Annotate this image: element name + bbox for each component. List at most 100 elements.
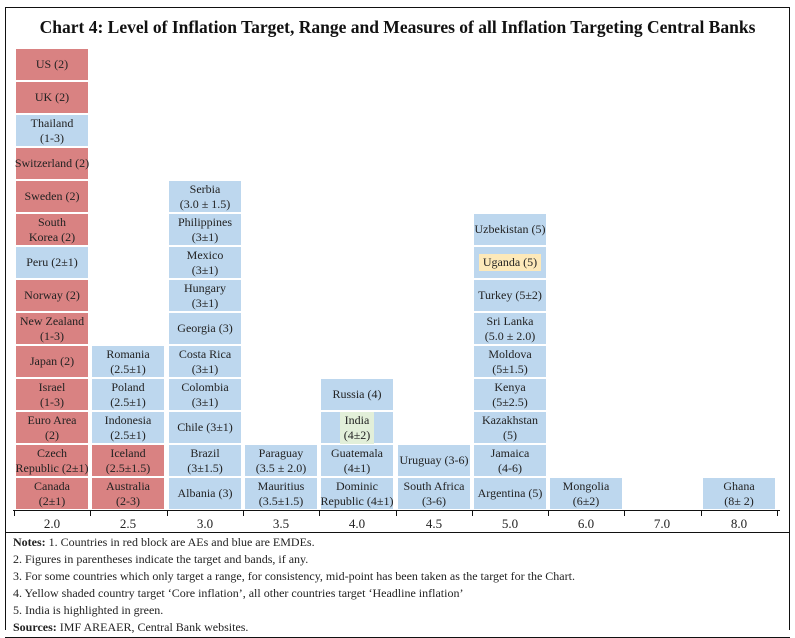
country-block: Guatemala (4±1): [321, 445, 393, 476]
note-2: 2. Figures in parentheses indicate the t…: [13, 552, 309, 566]
country-block: Ghana (8± 2): [703, 478, 775, 509]
chart-title: Chart 4: Level of Inflation Target, Rang…: [39, 17, 756, 37]
country-label: Czech Republic (2±1): [15, 445, 89, 475]
country-block: Chile (3±1): [169, 412, 241, 443]
country-label: Sri Lanka (5.0 ± 2.0): [484, 313, 536, 343]
x-tick-label: 6.0: [577, 516, 595, 531]
country-label: Philippines (3±1): [177, 214, 232, 244]
country-label: Chile (3±1): [177, 420, 233, 434]
note-1: Notes: 1. Countries in red block are AEs…: [13, 535, 315, 549]
country-block: Albania (3): [169, 478, 241, 509]
sources: Sources: IMF AREAER, Central Bank websit…: [13, 620, 249, 634]
x-tick: [624, 510, 625, 516]
country-block: Brazil (3±1.5): [169, 445, 241, 476]
country-block: Turkey (5±2): [474, 280, 546, 311]
country-label: New Zealand (1-3): [19, 313, 85, 343]
notes: Notes: 1. Countries in red block are AEs…: [5, 532, 790, 638]
country-label: Brazil (3±1.5): [187, 445, 223, 475]
country-block: Euro Area (2): [16, 412, 88, 443]
country-block: Uzbekistan (5): [474, 214, 546, 245]
x-tick-label: 7.0: [653, 516, 671, 531]
note-3: 3. For some countries which only target …: [13, 569, 575, 583]
country-block: Kenya (5±2.5): [474, 379, 546, 410]
x-tick: [777, 510, 778, 516]
country-label: Japan (2): [29, 354, 75, 368]
country-label: Iceland (2.5±1.5): [105, 445, 151, 475]
country-block: Switzerland (2): [15, 148, 89, 179]
country-label: Albania (3): [177, 486, 233, 500]
country-block: Sweden (2): [16, 181, 88, 212]
country-label: Uzbekistan (5): [474, 222, 546, 236]
country-block: Paraguay (3.5 ± 2.0): [245, 445, 317, 476]
country-block: Peru (2±1): [16, 247, 88, 278]
country-label: Argentina (5): [477, 486, 543, 500]
x-tick-label: 3.5: [272, 516, 290, 531]
plot-area: Canada (2±1) Czech Republic (2±1) Euro Area(…: [15, 49, 775, 509]
country-block: Russia (4): [321, 379, 393, 410]
country-label: UK (2): [34, 90, 70, 104]
country-label: US (2): [35, 57, 69, 71]
x-tick: [548, 510, 549, 516]
country-label: Norway (2): [24, 288, 80, 302]
country-label: Uganda (5): [478, 254, 542, 271]
country-block: US (2): [16, 49, 88, 80]
country-label: South Africa (3-6): [403, 478, 465, 508]
country-block: Philippines (3±1): [169, 214, 241, 245]
x-tick-label: 5.0: [501, 516, 519, 531]
country-block: Georgia (3): [169, 313, 241, 344]
country-label: Peru (2±1): [26, 255, 78, 269]
country-label: Colombia (3±1): [181, 379, 229, 409]
country-label: Mauritius (3.5±1.5): [257, 478, 305, 508]
country-label: Costa Rica (3±1): [178, 346, 232, 376]
country-label: Mexico (3±1): [186, 247, 224, 277]
country-label: Mongolia (6±2): [562, 478, 610, 508]
country-label: India (4±2): [339, 411, 375, 444]
country-block: Costa Rica (3±1): [169, 346, 241, 377]
country-block: Norway (2): [16, 280, 88, 311]
x-tick: [14, 510, 15, 516]
country-block: Romania (2.5±1): [92, 346, 164, 377]
country-block: Israel (1-3): [16, 379, 88, 410]
country-label: Kenya (5±2.5): [492, 379, 528, 409]
x-tick: [472, 510, 473, 516]
x-tick: [243, 510, 244, 516]
country-block: Uruguay (3-6): [398, 445, 470, 476]
country-block: Sri Lanka (5.0 ± 2.0): [474, 313, 546, 344]
x-tick: [701, 510, 702, 516]
country-label: Moldova (5±1.5): [488, 346, 532, 376]
country-block: Czech Republic (2±1): [16, 445, 88, 476]
country-block: Moldova (5±1.5): [474, 346, 546, 377]
country-block: Serbia (3.0 ± 1.5): [169, 181, 241, 212]
country-block: South Africa (3-6): [398, 478, 470, 509]
country-label: Paraguay (3.5 ± 2.0): [255, 445, 307, 475]
country-block: Argentina (5): [474, 478, 546, 509]
country-block: Hungary (3±1): [169, 280, 241, 311]
x-tick-label: 2.0: [43, 516, 61, 531]
country-block: Canada (2±1): [16, 478, 88, 509]
country-block: Colombia (3±1): [169, 379, 241, 410]
country-block: Australia (2-3): [92, 478, 164, 509]
country-block: Uganda (5): [474, 247, 546, 278]
country-label: Euro Area (2): [27, 412, 77, 442]
country-label: Romania (2.5±1): [106, 346, 150, 376]
country-block: New Zealand (1-3): [16, 313, 88, 344]
country-label: Israel (1-3): [38, 379, 66, 409]
country-label: Thailand (1-3): [30, 115, 74, 145]
x-tick-label: 2.5: [119, 516, 137, 531]
country-label: Serbia (3.0 ± 1.5): [179, 181, 231, 211]
country-block: Dominic Republic (4±1): [321, 478, 393, 509]
note-4: 4. Yellow shaded country target ‘Core in…: [13, 586, 464, 600]
country-block: South Korea (2): [16, 214, 88, 245]
country-label: Turkey (5±2): [478, 288, 542, 302]
country-label: Uruguay (3-6): [399, 453, 469, 467]
country-block: Kazakhstan (5): [474, 412, 546, 443]
country-block: Mongolia (6±2): [550, 478, 622, 509]
country-block: Mauritius (3.5±1.5): [245, 478, 317, 509]
country-label: Australia (2-3): [106, 478, 150, 508]
country-label: Kazakhstan (5): [482, 412, 538, 442]
country-block: India (4±2): [321, 411, 393, 444]
country-block: Mexico (3±1): [169, 247, 241, 278]
country-label: Jamaica (4-6): [490, 445, 530, 475]
x-tick-label: 8.0: [730, 516, 748, 531]
country-block: Japan (2): [16, 346, 88, 377]
